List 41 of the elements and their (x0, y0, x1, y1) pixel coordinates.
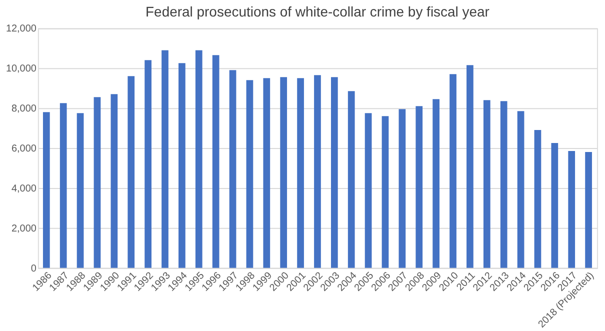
bar (466, 65, 474, 268)
bar (314, 75, 321, 268)
y-tick-label: 12,000 (6, 24, 37, 35)
bar (534, 130, 542, 268)
bar (517, 111, 524, 268)
y-tick-label: 2,000 (11, 223, 37, 234)
bar (162, 50, 168, 268)
bar (348, 91, 355, 268)
bar (398, 109, 406, 268)
bar (364, 113, 372, 268)
bar (212, 55, 220, 268)
bar (500, 101, 508, 268)
y-tick-label: 6,000 (11, 144, 37, 155)
bar (229, 70, 236, 268)
bar (94, 97, 101, 268)
bar (60, 103, 67, 268)
y-tick-label: 8,000 (11, 104, 37, 115)
bar (568, 151, 576, 268)
chart-title: Federal prosecutions of white-collar crime by fiscal year (146, 3, 490, 20)
y-tick-label: 10,000 (6, 64, 37, 75)
bar (330, 77, 338, 268)
bar (450, 74, 456, 268)
bar (585, 152, 592, 268)
bar (144, 60, 152, 268)
bar (551, 143, 558, 268)
bar (42, 112, 50, 268)
bar (110, 94, 118, 268)
bar (432, 99, 440, 268)
bar (195, 50, 202, 268)
bar (76, 113, 84, 268)
bar (483, 100, 490, 268)
bar (297, 78, 304, 268)
bar (280, 77, 288, 268)
y-tick-label: 0 (30, 263, 37, 274)
bar (128, 76, 135, 268)
bar (263, 78, 270, 268)
bar (178, 63, 186, 268)
bar (246, 80, 254, 268)
y-tick-label: 4,000 (11, 183, 37, 194)
bar (416, 106, 423, 268)
bar (382, 116, 389, 268)
